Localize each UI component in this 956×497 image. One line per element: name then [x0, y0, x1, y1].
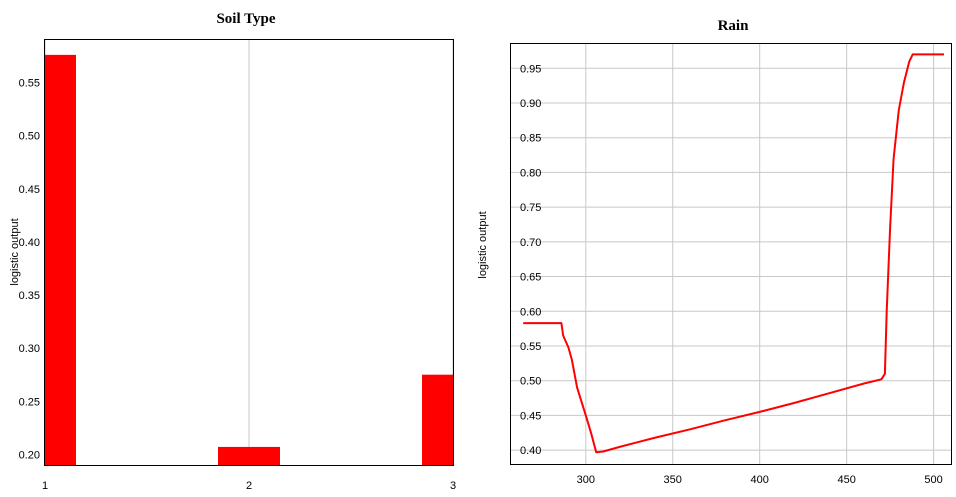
- plot-frame: [44, 39, 454, 466]
- y-tick-label: 0.40: [520, 445, 541, 457]
- y-tick-label: 0.80: [520, 167, 541, 179]
- y-tick-label: 0.75: [520, 202, 541, 214]
- chart-title: Rain: [718, 18, 750, 34]
- plot-frame: [510, 43, 952, 465]
- y-tick-label: 0.55: [19, 78, 40, 90]
- y-tick-label: 0.45: [19, 184, 40, 196]
- y-tick-label: 0.65: [520, 272, 541, 284]
- x-tick-label: 400: [751, 474, 769, 486]
- x-tick-label: 350: [664, 474, 682, 486]
- y-tick-label: 0.30: [19, 343, 40, 355]
- y-tick-label: 0.20: [19, 449, 40, 461]
- y-tick-label: 0.50: [520, 376, 541, 388]
- y-tick-label: 0.25: [19, 396, 40, 408]
- y-tick-label: 0.90: [520, 98, 541, 110]
- y-tick-label: 0.70: [520, 237, 541, 249]
- y-tick-label: 0.55: [520, 341, 541, 353]
- x-tick-label: 2: [246, 480, 252, 492]
- chart-title: Soil Type: [216, 11, 275, 27]
- rain-chart: Rain logistic output 300 350 400 450 500 0.40…: [477, 18, 952, 486]
- y-tick-label: 0.95: [520, 63, 541, 75]
- x-tick-label: 450: [837, 474, 855, 486]
- y-tick-label: 0.40: [19, 237, 40, 249]
- bar: [422, 374, 453, 465]
- x-tick-label: 500: [924, 474, 942, 486]
- bar: [218, 446, 280, 465]
- y-tick-label: 0.35: [19, 290, 40, 302]
- y-axis-label: logistic output: [9, 218, 21, 285]
- soil-type-chart: Soil Type logistic output 1 2 3 0.20 0.25 0.3…: [9, 11, 456, 492]
- y-tick-label: 0.60: [520, 306, 541, 318]
- y-tick-label: 0.45: [520, 410, 541, 422]
- y-tick-label: 0.85: [520, 133, 541, 145]
- series-line: [523, 53, 944, 454]
- x-tick-label: 1: [42, 480, 48, 492]
- x-tick-label: 3: [450, 480, 456, 492]
- bar: [45, 54, 76, 465]
- y-tick-label: 0.50: [19, 131, 40, 143]
- x-tick-label: 300: [577, 474, 595, 486]
- y-axis-label: logistic output: [477, 211, 489, 278]
